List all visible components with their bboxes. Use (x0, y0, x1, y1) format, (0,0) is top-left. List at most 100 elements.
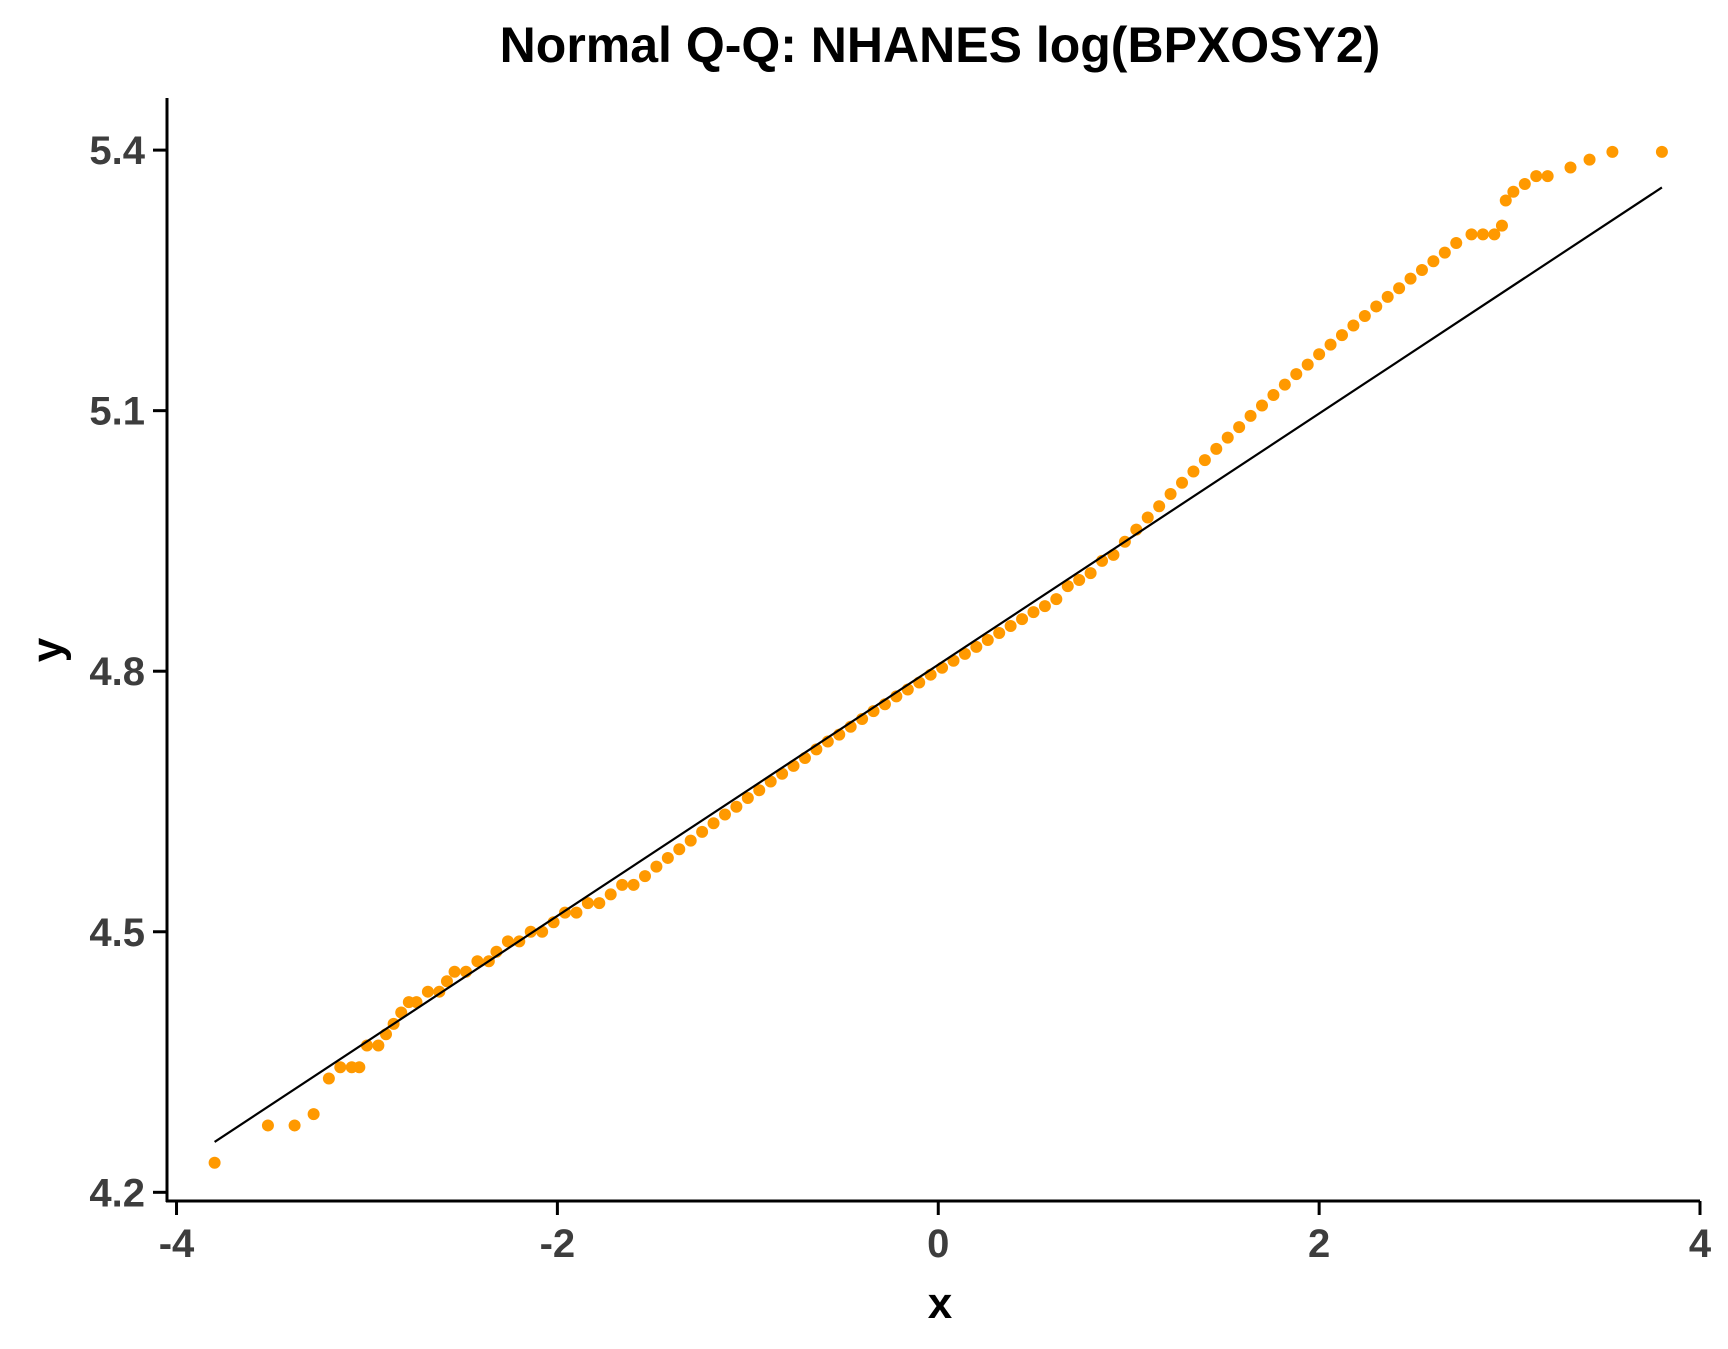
qq-point-37 (661, 851, 674, 864)
qq-point-42 (718, 808, 731, 821)
qq-point-39 (684, 834, 697, 847)
plot-area (208, 145, 1668, 1169)
qq-point-72 (1061, 580, 1074, 593)
qq-point-0 (208, 1156, 221, 1169)
qq-point-89 (1256, 399, 1268, 412)
qq-point-102 (1404, 272, 1417, 285)
qq-point-3 (307, 1108, 320, 1121)
qq-point-116 (1564, 161, 1577, 174)
qq-point-20 (471, 955, 484, 968)
qq-point-111 (1499, 194, 1512, 207)
qq-point-44 (741, 792, 754, 805)
qq-point-108 (1476, 228, 1489, 241)
qq-point-88 (1244, 409, 1257, 422)
x-tick-label-3: 2 (1308, 1222, 1330, 1266)
qq-point-109 (1488, 228, 1501, 241)
y-tick-label-4: 5.4 (89, 129, 145, 173)
x-axis-title: x (928, 1279, 953, 1328)
qq-point-118 (1606, 145, 1619, 158)
qq-point-117 (1583, 153, 1596, 166)
qq-point-115 (1541, 170, 1554, 183)
y-tick-label-2: 4.8 (89, 650, 145, 694)
qq-point-69 (1027, 606, 1040, 619)
y-tick-label-1: 4.5 (89, 911, 145, 955)
qq-point-86 (1221, 431, 1234, 444)
qq-point-5 (334, 1061, 347, 1074)
qq-point-104 (1427, 255, 1440, 268)
qq-point-66 (993, 627, 1006, 639)
qq-point-112 (1507, 185, 1520, 198)
qq-point-91 (1278, 378, 1291, 391)
qq-point-15 (421, 985, 434, 998)
qq-point-41 (707, 817, 720, 830)
qq-point-106 (1450, 237, 1463, 250)
qq-point-96 (1335, 329, 1348, 342)
qq-point-99 (1370, 300, 1383, 313)
y-tick-label-3: 5.1 (89, 390, 145, 434)
qq-point-38 (673, 843, 686, 856)
qq-point-97 (1347, 319, 1360, 332)
qq-point-84 (1198, 454, 1211, 467)
qq-point-14 (410, 996, 423, 1009)
qq-point-40 (696, 825, 709, 838)
qq-point-119 (1655, 145, 1668, 158)
qq-point-92 (1290, 368, 1303, 381)
qq-point-43 (730, 800, 743, 813)
qq-point-12 (395, 1006, 408, 1019)
qq-point-23 (501, 935, 514, 948)
qq-point-103 (1415, 263, 1428, 276)
qq-point-9 (372, 1039, 385, 1052)
qq-point-63 (958, 647, 971, 660)
qq-point-2 (288, 1119, 301, 1132)
qq-point-68 (1016, 613, 1029, 626)
qq-point-65 (981, 633, 994, 646)
qq-point-94 (1313, 348, 1326, 361)
qq-point-87 (1233, 421, 1246, 434)
qq-point-18 (448, 965, 461, 978)
qq-point-100 (1381, 290, 1394, 303)
qq-point-33 (616, 878, 629, 891)
qq-point-113 (1518, 177, 1531, 190)
qq-point-7 (353, 1061, 366, 1074)
qq-point-73 (1073, 574, 1086, 587)
y-axis-ticks: 4.2 4.5 4.8 5.1 5.4 (89, 129, 167, 1215)
qq-point-36 (650, 860, 663, 873)
qq-point-90 (1267, 389, 1280, 402)
qq-point-17 (440, 975, 453, 988)
qq-point-31 (593, 897, 606, 910)
qq-point-61 (936, 661, 949, 674)
qq-point-70 (1038, 600, 1051, 613)
qq-point-30 (581, 897, 594, 910)
y-axis-title: y (23, 637, 72, 662)
qq-point-64 (970, 640, 983, 653)
x-tick-label-2: 0 (927, 1222, 949, 1266)
qq-point-45 (753, 784, 766, 797)
qq-point-1 (261, 1119, 274, 1132)
qq-point-34 (627, 878, 640, 891)
qq-point-114 (1530, 170, 1543, 183)
qq-point-79 (1141, 511, 1154, 524)
qq-point-81 (1164, 488, 1177, 501)
qq-point-71 (1050, 593, 1063, 606)
qq-point-85 (1210, 442, 1223, 455)
qq-point-95 (1324, 338, 1337, 351)
qq-point-80 (1153, 500, 1166, 513)
chart-title: Normal Q-Q: NHANES log(BPXOSY2) (500, 17, 1381, 73)
qq-reference-line (214, 186, 1663, 1143)
x-tick-label-0: -4 (159, 1222, 195, 1266)
x-tick-label-4: 4 (1689, 1222, 1712, 1266)
qq-point-83 (1187, 465, 1200, 478)
qq-point-67 (1004, 620, 1017, 633)
qq-point-105 (1438, 246, 1451, 259)
qq-point-110 (1495, 219, 1508, 232)
qq-point-98 (1358, 309, 1371, 322)
y-tick-label-0: 4.2 (89, 1171, 145, 1215)
qq-point-35 (638, 870, 651, 883)
qq-point-4 (322, 1072, 335, 1085)
qq-point-29 (570, 906, 583, 919)
qq-point-107 (1465, 228, 1478, 241)
qq-point-74 (1084, 567, 1097, 580)
x-axis-ticks: -4 -2 0 2 4 (159, 1201, 1712, 1266)
